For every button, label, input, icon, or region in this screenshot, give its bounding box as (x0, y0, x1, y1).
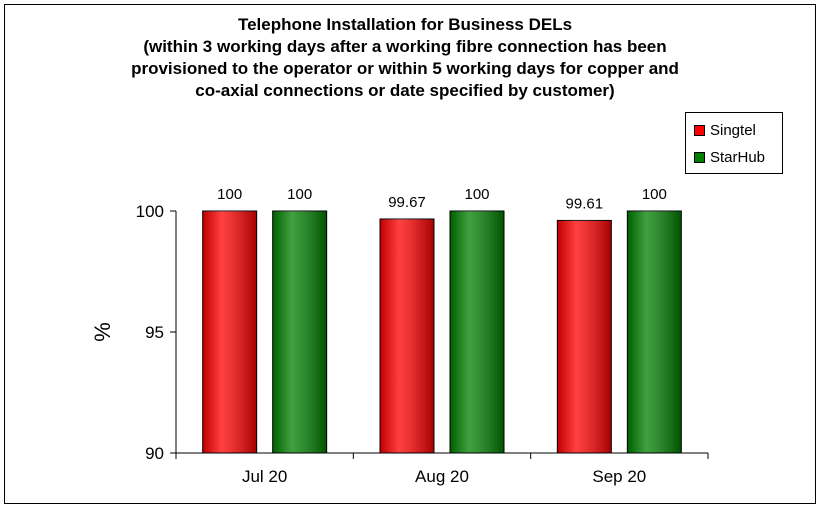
title-line-1: Telephone Installation for Business DELs (237, 15, 573, 34)
title-line-3: provisioned to the operator or within 5 … (131, 59, 679, 78)
y-axis-label: % (90, 322, 115, 342)
x-tick-label-jul-20: Jul 20 (242, 467, 287, 486)
bar-shade-starhub-aug-20 (450, 211, 504, 453)
legend-swatch-starhub (694, 151, 705, 163)
bar-shade-singtel-sep-20 (557, 220, 612, 453)
data-label-singtel-sep-20: 99.61 (566, 195, 604, 212)
chart-legend: Singtel StarHub (685, 112, 783, 174)
data-label-starhub-jul-20: 100 (287, 186, 312, 203)
y-tick-label-100: 100 (136, 202, 164, 221)
legend-label-starhub: StarHub (710, 148, 766, 166)
title-line-4: co-axial connections or date specified b… (195, 81, 615, 100)
data-label-starhub-aug-20: 100 (464, 186, 489, 203)
data-label-singtel-aug-20: 99.67 (388, 194, 426, 211)
legend-item-starhub: StarHub (694, 147, 765, 167)
data-label-singtel-jul-20: 100 (217, 186, 242, 203)
legend-label-singtel: Singtel (710, 121, 756, 139)
legend-swatch-singtel (694, 124, 705, 136)
bar-shade-starhub-sep-20 (627, 211, 682, 453)
title-line-2: (within 3 working days after a working f… (143, 37, 667, 56)
chart-title: Telephone Installation for Business DELs… (40, 14, 770, 102)
bar-shade-starhub-jul-20 (272, 211, 327, 453)
data-label-starhub-sep-20: 100 (642, 186, 667, 203)
x-tick-label-aug-20: Aug 20 (415, 467, 469, 486)
bar-shade-singtel-aug-20 (380, 218, 434, 453)
bar-shade-singtel-jul-20 (202, 211, 257, 453)
legend-item-singtel: Singtel (694, 120, 756, 140)
y-tick-label-90: 90 (145, 444, 164, 463)
y-tick-label-95: 95 (145, 323, 164, 342)
x-tick-label-sep-20: Sep 20 (592, 467, 646, 486)
